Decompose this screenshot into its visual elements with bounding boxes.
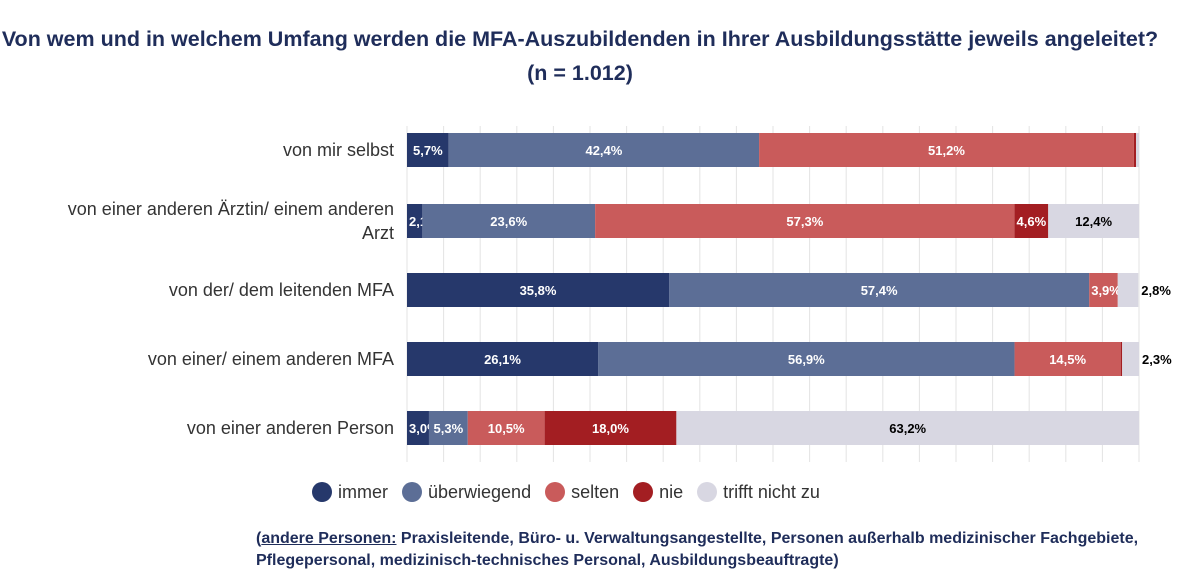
bar-segment	[407, 411, 429, 445]
category-label-line: von einer/ einem anderen MFA	[148, 349, 394, 369]
bar-segment	[544, 411, 677, 445]
category-label-line: von einer anderen Ärztin/ einem anderen	[68, 199, 394, 219]
category-label: von einer/ einem anderen MFA	[148, 349, 394, 369]
value-label: 5,7%	[413, 143, 443, 158]
legend-label: immer	[338, 481, 388, 502]
bar-segment	[1048, 204, 1139, 238]
bar-segment	[598, 342, 1015, 376]
value-label: 63,2%	[889, 421, 926, 436]
value-label: 12,4%	[1075, 214, 1112, 229]
legend-swatch	[312, 482, 332, 502]
value-label: 4,6%	[1017, 214, 1047, 229]
value-label: 10,5%	[488, 421, 525, 436]
category-label-line: von mir selbst	[283, 140, 394, 160]
value-label: 2,8%	[1141, 283, 1171, 298]
value-label: 26,1%	[484, 352, 521, 367]
bar-segment	[407, 342, 599, 376]
category-label: von mir selbst	[283, 140, 394, 160]
bar-segment	[467, 411, 545, 445]
value-label: 56,9%	[788, 352, 825, 367]
category-labels: von mir selbst von einer anderen Ärztin/ …	[68, 140, 394, 438]
legend: immer überwiegend selten nie trifft nicht zu	[312, 478, 834, 506]
value-label: 35,8%	[520, 283, 557, 298]
footnote: (andere Personen: Praxisleitende, Büro- …	[256, 528, 1176, 572]
legend-item: immer	[312, 482, 388, 503]
value-label: 42,4%	[585, 143, 622, 158]
value-label: 3,9%	[1091, 283, 1121, 298]
footnote-text: Praxisleitende, Büro- u. Verwaltungsange…	[256, 530, 1139, 569]
bar-segment	[1136, 133, 1139, 167]
bar-segment	[448, 133, 760, 167]
legend-swatch	[633, 482, 654, 502]
bar-segment	[759, 133, 1134, 167]
bar-segment	[676, 411, 1139, 445]
bar-segment	[1014, 204, 1049, 238]
category-label-line: von einer anderen Person	[187, 418, 394, 438]
legend-label: selten	[571, 481, 620, 502]
bar-segment	[1117, 273, 1139, 307]
legend-item: überwiegend	[402, 482, 531, 503]
footnote-open: (	[256, 530, 262, 547]
legend-swatch	[545, 482, 566, 502]
chart-title: Von wem und in welchem Umfang werden die…	[1, 27, 1159, 85]
legend-item: nie	[633, 482, 683, 503]
category-label-line: von der/ dem leitenden MFA	[169, 280, 394, 300]
bar-segment	[1133, 133, 1137, 167]
bar-segment	[407, 133, 449, 167]
legend-swatch	[402, 482, 422, 502]
value-label: 23,6%	[490, 214, 527, 229]
bar-segment	[669, 273, 1090, 307]
legend-item: selten	[545, 482, 619, 503]
value-label: 2,3%	[1142, 352, 1172, 367]
bars: 5,7%42,4%51,2%2,1%23,6%57,3%4,6%12,4%35,…	[407, 133, 1172, 445]
legend-label: trifft nicht zu	[723, 481, 820, 502]
bar-segment	[428, 411, 468, 445]
value-label: 57,4%	[861, 283, 898, 298]
value-label: 57,3%	[786, 214, 823, 229]
bar-segment	[407, 204, 423, 238]
footnote-key: andere Personen:	[261, 530, 397, 547]
bar-segment	[595, 204, 1015, 238]
category-label-line: Arzt	[362, 223, 394, 243]
category-label: von einer anderen Ärztin/ einem anderen A…	[68, 199, 394, 243]
value-label: 51,2%	[928, 143, 965, 158]
category-label: von der/ dem leitenden MFA	[169, 280, 394, 300]
legend-item: trifft nicht zu	[697, 482, 820, 503]
value-label: 5,3%	[434, 421, 464, 436]
bar-segment	[1122, 342, 1139, 376]
bar-segment	[422, 204, 596, 238]
bar-segment	[407, 273, 670, 307]
bar-segment	[1089, 273, 1118, 307]
legend-label: überwiegend	[428, 481, 532, 502]
category-label: von einer anderen Person	[187, 418, 394, 438]
value-label: 14,5%	[1049, 352, 1086, 367]
legend-label: nie	[659, 481, 684, 502]
legend-swatch	[697, 482, 718, 502]
value-label: 18,0%	[592, 421, 629, 436]
bar-segment	[1014, 342, 1121, 376]
bar-segment	[1120, 342, 1123, 376]
